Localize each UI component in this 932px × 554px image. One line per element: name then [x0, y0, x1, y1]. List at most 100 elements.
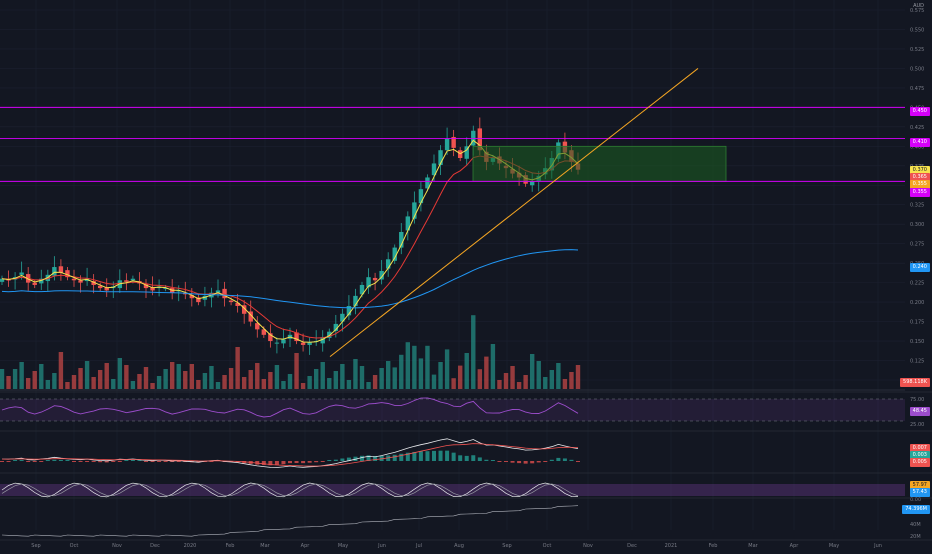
price-axis-tick: 0.225	[910, 281, 924, 287]
volume-bar	[457, 365, 463, 389]
macd-histogram-bar	[392, 454, 397, 461]
candle-body	[78, 280, 83, 283]
price-axis-tick: 0.200	[910, 300, 924, 306]
candle-body	[241, 305, 247, 314]
volume-bar	[464, 353, 469, 389]
stoch-tag-2: 57.43	[909, 488, 930, 497]
macd-histogram-bar	[517, 461, 522, 464]
price-axis-tick: 0.425	[910, 125, 924, 131]
candle-body	[366, 277, 371, 288]
x-axis-label: Mar	[260, 543, 270, 549]
volume-bar	[12, 369, 18, 389]
macd-histogram-bar	[268, 461, 273, 466]
rsi-tick: 25.00	[910, 422, 924, 428]
macd-histogram-bar	[85, 461, 90, 462]
x-axis-label: Nov	[583, 543, 593, 549]
macd-histogram-bar	[523, 461, 528, 464]
candle-body	[176, 290, 181, 292]
volume-bar	[418, 358, 424, 389]
volume-bar	[359, 366, 365, 389]
candle-body	[372, 277, 378, 281]
volume-bar	[261, 379, 267, 389]
macd-histogram-bar	[438, 450, 443, 461]
volume-bar	[300, 383, 306, 389]
price-axis-tick: 0.125	[910, 359, 924, 365]
macd-histogram-bar	[458, 455, 463, 461]
macd-histogram-bar	[346, 457, 351, 461]
volume-bar	[562, 379, 568, 389]
macd-histogram-bar	[58, 460, 63, 461]
macd-histogram-bar	[490, 460, 495, 461]
volume-bar	[320, 362, 325, 389]
volume-bar	[169, 362, 175, 389]
candle-body	[353, 295, 358, 306]
x-axis-label: Apr	[301, 543, 311, 549]
volume-bar	[569, 372, 574, 389]
macd-histogram-bar	[543, 461, 548, 462]
candle-body	[477, 128, 483, 151]
macd-histogram-bar	[333, 459, 338, 461]
volume-bar	[392, 367, 397, 389]
volume-bar	[543, 377, 548, 389]
x-axis-label: Feb	[226, 543, 235, 549]
price-tag-resistance-high: 0.450	[909, 107, 930, 116]
volume-bar	[130, 381, 136, 389]
macd-histogram-bar	[209, 461, 214, 462]
volume-bar	[484, 356, 489, 389]
candle-body	[97, 285, 103, 289]
volume-bar	[340, 364, 345, 389]
macd-histogram-bar	[569, 459, 574, 461]
candle-body	[222, 288, 227, 299]
volume-bar	[156, 376, 162, 389]
obv-line	[1, 505, 579, 537]
volume-bar	[549, 370, 555, 389]
candle-body	[248, 311, 253, 322]
macd-tag-3: 0.005	[909, 458, 930, 467]
candle-body	[333, 323, 339, 331]
macd-histogram-bar	[314, 461, 319, 463]
volume-bar	[65, 382, 70, 389]
macd-histogram-bar	[373, 456, 378, 461]
macd-histogram-bar	[229, 461, 234, 462]
volume-bar	[163, 369, 168, 389]
volume-bar	[189, 364, 195, 389]
volume-bar	[274, 365, 280, 389]
candle-body	[215, 290, 221, 293]
macd-histogram-bar	[78, 461, 83, 462]
candle-body	[163, 288, 168, 290]
candle-body	[91, 281, 96, 285]
volume-bar	[294, 353, 299, 389]
macd-histogram-bar	[157, 461, 162, 462]
candle-body	[274, 342, 280, 344]
macd-histogram-bar	[399, 453, 404, 461]
volume-bar	[477, 369, 483, 389]
x-axis-label: Dec	[627, 543, 637, 549]
x-axis-label: Jul	[415, 543, 422, 549]
trendline	[329, 68, 699, 358]
x-axis-label: Jun	[377, 543, 386, 549]
macd-histogram-bar	[176, 461, 181, 462]
obv-tick: 0.00	[910, 497, 921, 503]
x-axis-label: 2020	[184, 543, 197, 549]
obv-tick: 20M	[910, 534, 921, 540]
ema-slow-line	[1, 155, 579, 339]
volume-bar	[438, 362, 443, 389]
candle-body	[392, 247, 397, 261]
candle-body	[261, 329, 267, 335]
macd-histogram-bar	[6, 461, 11, 462]
macd-histogram-bar	[477, 457, 482, 461]
volume-bar	[431, 374, 437, 389]
price-axis-tick: 0.525	[910, 47, 924, 53]
candle-body	[19, 272, 24, 275]
rsi-tag: 48.45	[909, 407, 930, 416]
obv-tag: 74.396M	[902, 505, 930, 514]
price-tag-trendline: 0.355	[909, 180, 930, 189]
price-tag-resistance-mid: 0.410	[909, 138, 930, 147]
price-axis-tick: 0.275	[910, 242, 924, 248]
volume-bar	[111, 379, 116, 389]
macd-histogram-bar	[412, 451, 417, 461]
price-axis-tick: 0.550	[910, 27, 924, 33]
macd-histogram-bar	[130, 460, 135, 461]
